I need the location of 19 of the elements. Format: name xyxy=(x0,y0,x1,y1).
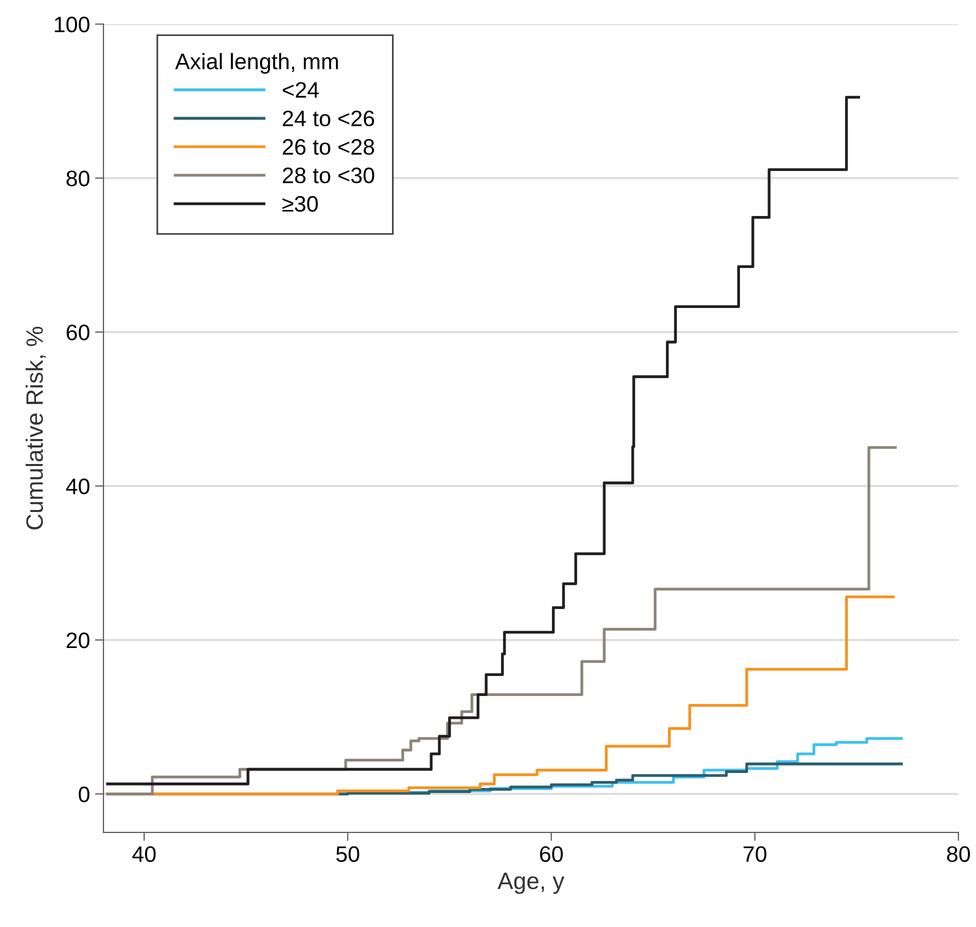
x-tick-label: 70 xyxy=(744,846,766,862)
x-tick-label: 50 xyxy=(336,846,360,862)
y-tick-label: 100 xyxy=(54,16,90,32)
legend-label: 28 to <30 xyxy=(282,168,374,184)
y-tick-label: 80 xyxy=(66,170,90,186)
y-tick-label: 0 xyxy=(78,786,90,802)
legend-label: 24 to <26 xyxy=(282,110,374,126)
y-tick-label: 20 xyxy=(66,632,90,648)
x-axis-title: Age, y xyxy=(498,872,564,894)
legend-label: <24 xyxy=(282,82,319,98)
legend-label: 26 to <28 xyxy=(282,139,374,155)
legend-label: ≥30 xyxy=(282,196,318,212)
x-tick-label: 60 xyxy=(540,846,563,862)
y-tick-label: 40 xyxy=(66,478,90,494)
y-tick-label: 60 xyxy=(66,324,90,340)
x-tick-label: 80 xyxy=(947,846,970,862)
y-axis-title: Cumulative Risk, % xyxy=(26,326,46,530)
x-tick-label: 40 xyxy=(132,846,156,862)
legend-title: Axial length, mm xyxy=(175,52,338,74)
